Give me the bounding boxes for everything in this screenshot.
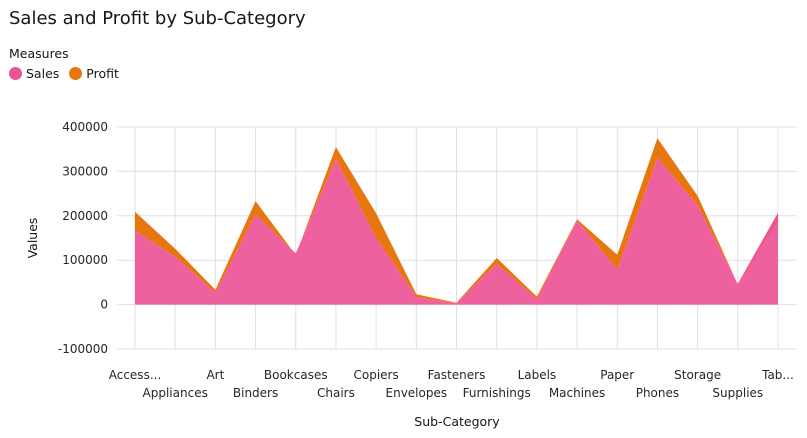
- y-tick-label: -100000: [58, 342, 108, 356]
- y-axis-title: Values: [25, 218, 40, 259]
- y-axis-ticks: 400000 300000 200000 100000 0 -100000: [58, 120, 108, 356]
- x-tick-label: Tab...: [761, 368, 794, 382]
- x-tick-label: Envelopes: [386, 386, 448, 400]
- x-tick-label: Chairs: [317, 386, 355, 400]
- x-tick-label: Phones: [636, 386, 679, 400]
- x-tick-label: Bookcases: [264, 368, 328, 382]
- x-tick-label: Storage: [674, 368, 721, 382]
- x-tick-label: Copiers: [354, 368, 399, 382]
- x-tick-label: Binders: [233, 386, 278, 400]
- x-tick-label: Supplies: [712, 386, 763, 400]
- x-axis-ticks: Access... Appliances Art Binders Bookcases Ch…: [109, 368, 794, 400]
- y-tick-label: 200000: [62, 209, 108, 223]
- x-tick-label: Art: [206, 368, 224, 382]
- x-tick-label: Furnishings: [463, 386, 531, 400]
- x-tick-label: Machines: [549, 386, 605, 400]
- x-tick-label: Paper: [600, 368, 634, 382]
- x-tick-label: Appliances: [143, 386, 208, 400]
- y-tick-label: 300000: [62, 164, 108, 178]
- x-tick-label: Fasteners: [428, 368, 486, 382]
- x-tick-label: Access...: [109, 368, 162, 382]
- y-tick-label: 400000: [62, 120, 108, 134]
- y-tick-label: 100000: [62, 253, 108, 267]
- x-tick-label: Labels: [518, 368, 557, 382]
- x-axis-title: Sub-Category: [414, 414, 500, 429]
- y-tick-label: 0: [100, 298, 108, 312]
